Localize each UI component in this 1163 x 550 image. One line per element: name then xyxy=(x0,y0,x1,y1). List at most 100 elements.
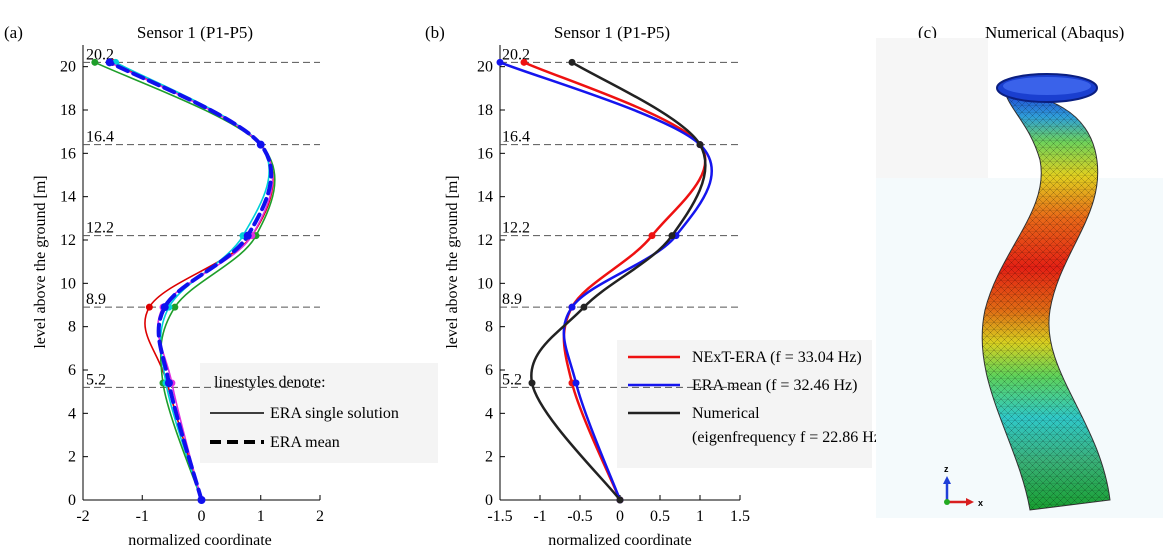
panel-a-x-tick-label: -2 xyxy=(76,508,89,525)
panel-a-x-tick-label: 2 xyxy=(316,508,324,525)
panel-a-legend: linestyles denote: ERA single solution E… xyxy=(200,363,438,463)
panel-b-x-tick-label: -0.5 xyxy=(567,508,592,525)
panel-b-legend-entry-numerical: Numerical xyxy=(692,405,760,422)
panel-b-legend-entry-numerical-freq: (eigenfrequency f = 22.86 Hz) xyxy=(692,429,886,446)
axis-origin xyxy=(944,499,950,505)
panel-a-x-tick-label: 1 xyxy=(257,508,265,525)
panel-b-x-tick-label: 1.5 xyxy=(730,508,750,525)
panel-b-y-tick-label: 20 xyxy=(477,59,493,76)
panel-b-ylabel: level above the ground [m] xyxy=(444,175,461,348)
panel-c-fe-model: (c) Numerical (Abaqus) z x xyxy=(876,23,1163,518)
panel-b-y-tick-label: 8 xyxy=(485,319,493,336)
panel-b-sensor-level-label: 8.9 xyxy=(502,291,522,308)
panel-b-y-tick-label: 6 xyxy=(485,362,493,379)
panel-a-sensor-level-label: 5.2 xyxy=(86,371,106,388)
panel-b-series-1-point xyxy=(496,58,504,66)
panel-a-series-1-point xyxy=(91,58,99,66)
panel-a-title: Sensor 1 (P1-P5) xyxy=(137,23,253,42)
panel-a-legend-entry-single: ERA single solution xyxy=(270,405,399,422)
panel-b-legend-entry-next-era: NExT-ERA (f = 33.04 Hz) xyxy=(692,349,862,366)
panel-b-y-tick-label: 16 xyxy=(477,145,493,162)
axis-x-arrowhead xyxy=(966,498,974,506)
panel-a-series-4-point xyxy=(160,303,169,312)
panel-b-series-2-point xyxy=(616,496,624,504)
tower-mesh-model xyxy=(981,73,1111,511)
panel-b-x-tick-label: -1.5 xyxy=(487,508,512,525)
panel-a-legend-title: linestyles denote: xyxy=(214,374,326,391)
panel-a-chart: (a) Sensor 1 (P1-P5) normalized coordina… xyxy=(4,23,438,549)
panel-a-series-4-point xyxy=(164,379,173,387)
panel-a-xlabel: normalized coordinate xyxy=(128,532,272,549)
axis-z-arrowhead xyxy=(943,476,951,484)
panel-b-label: (b) xyxy=(425,23,445,42)
panel-b-sensor-level-label: 12.2 xyxy=(502,220,530,237)
panel-a-y-tick-label: 14 xyxy=(60,189,76,206)
panel-b-x-tick-label: 0.5 xyxy=(650,508,670,525)
panel-b-series-0-line xyxy=(522,61,707,502)
panel-a-y-tick-label: 12 xyxy=(60,232,76,249)
panel-b-y-tick-label: 0 xyxy=(485,492,493,509)
panel-a-series-4-point xyxy=(105,58,114,67)
panel-a-series-4-point xyxy=(243,231,252,240)
panel-b-series-2-line xyxy=(530,61,707,502)
panel-b-series-2-point xyxy=(568,58,576,66)
panel-b-series-2-point xyxy=(528,379,536,387)
panel-b-series-2-point xyxy=(668,232,676,240)
panel-a-y-tick-label: 18 xyxy=(60,102,76,119)
panel-b-y-tick-label: 10 xyxy=(477,275,493,292)
panel-c-background-patch xyxy=(876,38,988,178)
panel-a-series-4-line xyxy=(107,60,274,502)
panel-a-series-4-point xyxy=(197,496,206,504)
panel-a-y-tick-label: 20 xyxy=(60,59,76,76)
panel-a-sensor-level-label: 16.4 xyxy=(86,129,114,146)
panel-a-legend-entry-mean: ERA mean xyxy=(270,434,340,451)
panel-a-y-tick-label: 4 xyxy=(68,405,76,422)
panel-a-y-tick-label: 10 xyxy=(60,275,76,292)
panel-b-legend-entry-era-mean: ERA mean (f = 32.46 Hz) xyxy=(692,377,857,394)
panel-b-legend: NExT-ERA (f = 33.04 Hz) ERA mean (f = 32… xyxy=(617,340,886,468)
tower-mesh-lines xyxy=(982,92,1110,510)
panel-c-title: Numerical (Abaqus) xyxy=(985,23,1124,42)
panel-a-y-tick-label: 8 xyxy=(68,319,76,336)
panel-b-y-tick-label: 4 xyxy=(485,405,493,422)
axis-z-label: z xyxy=(944,464,949,474)
panel-a-sensor-level-label: 12.2 xyxy=(86,220,114,237)
panel-b-x-tick-label: 1 xyxy=(696,508,704,525)
panel-a-sensor-level-label: 20.2 xyxy=(86,46,114,63)
panel-b-x-tick-label: -1 xyxy=(533,508,546,525)
panel-a-series-1-point xyxy=(171,303,179,311)
panel-b-sensor-level-label: 5.2 xyxy=(502,371,522,388)
panel-b-series-0-point xyxy=(520,58,528,66)
panel-a-series-1-line xyxy=(94,61,276,501)
tower-top-flange-inner xyxy=(1003,77,1091,95)
axis-x-label: x xyxy=(978,498,983,508)
panel-b-chart: (b) Sensor 1 (P1-P5) normalized coordina… xyxy=(425,23,886,549)
panel-a-y-tick-label: 6 xyxy=(68,362,76,379)
axis-triad: z x xyxy=(943,464,983,508)
panel-b-x-tick-label: 0 xyxy=(616,508,624,525)
panel-b-y-tick-label: 2 xyxy=(485,449,493,466)
panel-a-y-tick-label: 2 xyxy=(68,449,76,466)
panel-a-sensor-level-label: 8.9 xyxy=(86,291,106,308)
panel-c-label: (c) xyxy=(918,23,937,42)
panel-b-series-1-point xyxy=(572,379,580,387)
panel-b-y-tick-label: 18 xyxy=(477,102,493,119)
panel-a-x-tick-label: -1 xyxy=(136,508,149,525)
panel-b-series-0-point xyxy=(648,232,656,240)
panel-b-series-1-point xyxy=(568,303,576,311)
panel-a-ylabel: level above the ground [m] xyxy=(32,175,49,348)
panel-b-legend-box xyxy=(617,340,872,468)
panel-a-y-tick-label: 0 xyxy=(68,492,76,509)
panel-a-label: (a) xyxy=(4,23,23,42)
panel-b-series-2-point xyxy=(580,303,588,311)
panel-a-series-4-point xyxy=(256,140,265,149)
panel-b-y-tick-label: 12 xyxy=(477,232,493,249)
panel-b-y-tick-label: 14 xyxy=(477,189,493,206)
panel-b-sensor-level-label: 16.4 xyxy=(502,129,530,146)
panel-a-y-tick-label: 16 xyxy=(60,145,76,162)
panel-a-series-0-point xyxy=(145,303,153,311)
panel-b-title: Sensor 1 (P1-P5) xyxy=(554,23,670,42)
panel-a-x-tick-label: 0 xyxy=(198,508,206,525)
panel-b-xlabel: normalized coordinate xyxy=(548,532,692,549)
